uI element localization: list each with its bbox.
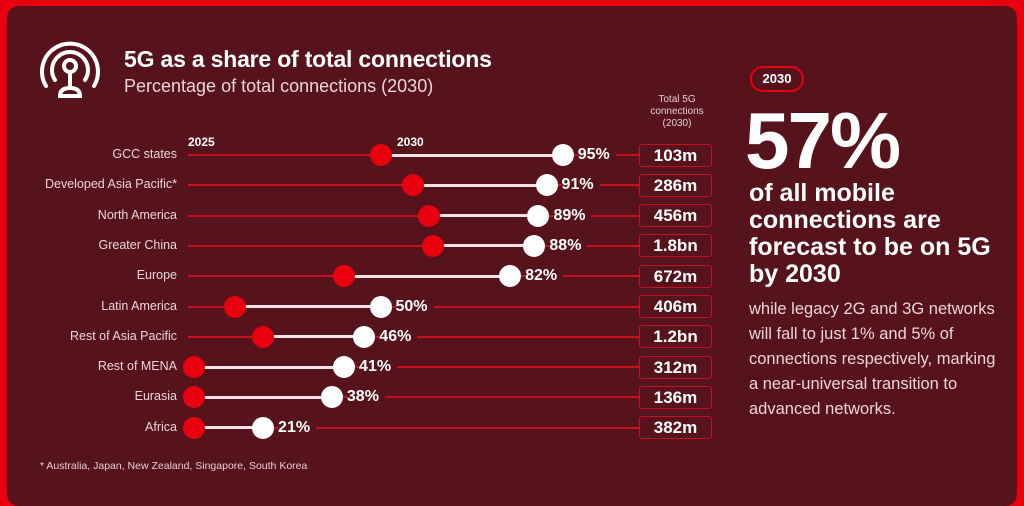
total-connections-box: 136m — [639, 385, 712, 409]
dot-2030 — [320, 386, 343, 409]
change-segment — [412, 183, 547, 187]
dot-2030 — [551, 144, 574, 166]
legend-2030-label: 2030 — [397, 135, 424, 149]
dot-2025 — [183, 386, 206, 409]
row-track-line — [188, 396, 640, 399]
total-connections-box: 672m — [639, 264, 712, 288]
body-text: while legacy 2G and 3G networks will fal… — [749, 300, 996, 418]
change-segment — [380, 153, 563, 157]
total-connections-box: 406m — [639, 295, 712, 318]
total-connections-box: 1.8bn — [639, 234, 712, 258]
headline-stat: 57% — [745, 96, 901, 185]
broadcast-antenna-icon — [36, 38, 104, 106]
value-label-2030: 88% — [549, 236, 588, 255]
row-label: Africa — [145, 419, 177, 434]
value-label-2030: 41% — [359, 358, 398, 377]
total-connections-box: 1.2bn — [639, 325, 712, 349]
change-segment — [433, 244, 535, 248]
dot-2025 — [223, 295, 246, 318]
chart-title: 5G as a share of total connections — [124, 46, 492, 72]
row-label: Europe — [136, 268, 177, 283]
row-label: Rest of MENA — [97, 359, 177, 374]
value-label-2030: 89% — [553, 206, 592, 225]
row-label: Rest of Asia Pacific — [70, 328, 177, 343]
total-connections-box: 312m — [639, 355, 712, 379]
change-segment — [194, 365, 345, 369]
change-segment — [344, 274, 511, 278]
value-label-2030: 95% — [577, 146, 616, 164]
change-segment — [234, 305, 381, 308]
footnote: * Australia, Japan, New Zealand, Singapo… — [40, 460, 308, 472]
row-label: Greater China — [98, 237, 177, 252]
total-connections-box: 382m — [639, 416, 712, 440]
legend-2025-label: 2025 — [188, 135, 215, 149]
row-track-line — [188, 214, 640, 217]
dot-2025 — [422, 234, 445, 257]
row-label: Eurasia — [134, 389, 177, 404]
change-segment — [194, 426, 264, 430]
row-label: GCC states — [112, 147, 177, 161]
dot-2025 — [183, 416, 206, 439]
dot-2025 — [252, 325, 275, 348]
dot-2025 — [401, 174, 424, 197]
dot-2030 — [535, 174, 558, 197]
row-track-line — [188, 366, 640, 369]
change-segment — [429, 214, 539, 218]
dot-2030 — [527, 204, 550, 227]
dot-2025 — [369, 144, 392, 166]
infographic-card — [7, 6, 1017, 506]
dot-2030 — [333, 356, 356, 379]
dot-2030 — [369, 295, 392, 318]
total-connections-box: 286m — [639, 173, 712, 197]
row-label: North America — [97, 207, 177, 222]
headline-text: of all mobile connections are forecast t… — [749, 179, 991, 288]
value-label-2030: 91% — [561, 176, 600, 195]
value-label-2030: 38% — [346, 388, 385, 407]
dot-2030 — [252, 416, 275, 439]
value-label-2030: 21% — [278, 418, 317, 437]
dot-2025 — [333, 265, 356, 288]
dot-2025 — [418, 204, 441, 227]
value-label-2030: 50% — [395, 297, 434, 316]
dot-2030 — [353, 325, 376, 348]
value-label-2030: 82% — [525, 267, 564, 286]
chart-subtitle: Percentage of total connections (2030) — [124, 76, 434, 96]
year-badge: 2030 — [750, 66, 804, 92]
change-segment — [194, 395, 332, 399]
row-label: Developed Asia Pacific* — [44, 177, 177, 192]
change-segment — [263, 335, 365, 339]
total-connections-column-header: Total 5G connections (2030) — [650, 94, 704, 129]
row-label: Latin America — [101, 298, 177, 313]
row-track-line — [188, 244, 640, 247]
total-connections-box: 456m — [639, 204, 712, 228]
value-label-2030: 46% — [379, 327, 418, 346]
dot-2030 — [523, 234, 546, 257]
dot-2025 — [183, 356, 206, 379]
dot-2030 — [499, 265, 522, 288]
total-connections-box: 103m — [639, 143, 712, 167]
row-track-line — [188, 426, 640, 429]
